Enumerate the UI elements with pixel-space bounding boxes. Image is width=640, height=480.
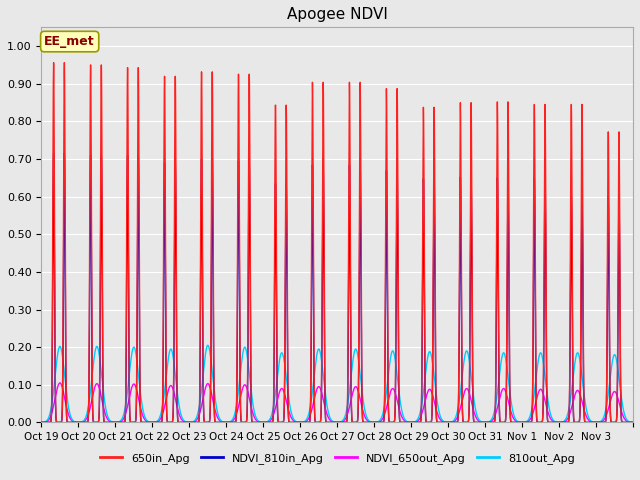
Title: Apogee NDVI: Apogee NDVI	[287, 7, 388, 22]
Legend: 650in_Apg, NDVI_810in_Apg, NDVI_650out_Apg, 810out_Apg: 650in_Apg, NDVI_810in_Apg, NDVI_650out_A…	[95, 448, 579, 468]
Text: EE_met: EE_met	[44, 35, 95, 48]
